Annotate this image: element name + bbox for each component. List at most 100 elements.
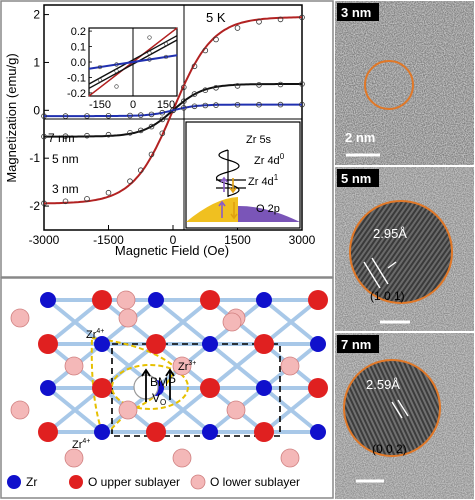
inset-branch-1-1 [88,35,178,85]
tem2-plane: (1 0 1) [370,289,405,303]
tem1-label-bg [337,3,379,21]
legend-o-lower-marker [190,474,206,490]
tem3-plane: (0 0 2) [372,442,407,456]
data-point [159,130,166,137]
data-point [138,127,144,134]
legend-o-lower: O lower sublayer [210,475,300,489]
data-point [202,47,209,54]
inset-point [114,62,119,67]
tem2-spacing-lines [363,257,389,289]
o-upper-atom [38,334,58,354]
data-point [41,133,47,140]
tem2-spacing: 2.95Å [373,226,407,241]
data-point [213,36,219,43]
zr4-bottom-label: Zr4+ [72,438,90,451]
o-lower-atom [10,308,30,328]
zr-atom [94,336,110,352]
data-point [181,98,187,104]
y-tick-label: 1 [33,55,40,69]
zr5s-label: Zr 5s [246,134,272,146]
inset-x-tick-label: -150 [89,99,111,111]
bond [154,386,212,434]
data-point [148,123,155,130]
tem-image-5nm: 5 nm 2.95Å (1 0 1) [335,167,474,331]
o-lower-atom [226,400,246,420]
series-label-3nm: 3 nm [52,182,79,196]
data-point [105,189,112,196]
tem3-particle-circle [343,359,441,457]
o2p-down-arrow [230,202,238,220]
vo-label: VO [152,391,166,407]
bond [46,298,104,346]
inset-branch-2-1 [88,54,178,70]
data-point [256,101,262,108]
o-lower-atom [118,308,138,328]
tem2-spacing-arrow [387,261,397,269]
data-point [127,178,133,185]
tem3-label-bg [337,335,379,353]
o2p-label: O 2p [256,203,280,215]
series-label-5nm: 5 nm [52,152,79,166]
data-point [277,101,284,108]
legend-zr: Zr [26,475,37,489]
tem3-spacing-lines [391,399,409,419]
inset-y-tick-label: -0.1 [67,72,86,84]
o-lower-atom [64,448,84,468]
data-point [234,25,241,31]
inset-y-tick-label: -0.2 [67,88,86,100]
zr-atom [202,424,218,440]
bond [208,342,266,390]
y-tick-label: -2 [29,199,40,213]
data-point [202,102,209,109]
tem2-particle-circle [349,200,453,304]
tem1-noise [335,1,474,165]
zr-atom [310,424,326,440]
data-point [202,87,209,93]
zr-atom [94,424,110,440]
data-point [191,63,198,70]
spin-up-arrow [220,176,228,192]
tem3-spacing: 2.59Å [366,377,400,392]
bond [154,298,212,346]
data-point [105,131,112,138]
zr4d0-label: Zr 4d0 [254,152,285,167]
data-point [84,196,90,202]
zr4-top-label: Zr4+ [86,328,104,341]
data-point [234,102,241,108]
data-point [170,107,176,114]
tem-image-7nm: 7 nm 2.59Å (0 0 2) [335,333,474,499]
temperature-label: 5 K [206,10,226,25]
series-line-2 [44,103,302,118]
data-point [191,103,198,110]
o-upper-atom [254,334,274,354]
x-tick-label: -3000 [29,233,60,247]
o-upper-atom [308,378,328,398]
o-lower-atom [280,356,300,376]
zr-atom [148,292,164,308]
inset-point [163,54,169,60]
bond [262,386,320,434]
lattice-diagram: BMP VO Zr4+ Zr3+ Zr4+ Zr O upper sublaye… [7,290,328,490]
o2p-band-yellow [186,197,238,222]
o-upper-atom [92,290,112,310]
tem2-lattice-fringes [350,201,452,303]
bmp-spin-arrow [141,368,151,402]
inset-point [97,78,103,83]
inset-point [114,68,119,74]
data-point [256,18,262,25]
o-lower-atom [10,400,30,420]
o-lower-atom [64,356,84,376]
data-point [181,84,187,91]
inset-point [163,41,169,46]
y-axis-label: Magnetization (emu/g) [4,53,19,182]
o-upper-atom [308,290,328,310]
inset-branch-1-0 [88,39,178,89]
energy-level-diagram: Zr 5s Zr 4d0 Zr 4d1 O 2p [185,121,301,229]
zr-atom [40,292,56,308]
data-point [159,109,166,116]
y-tick-label: 0 [33,103,40,117]
inset-point [147,57,152,62]
inset-y-tick-label: 0.0 [71,57,86,69]
